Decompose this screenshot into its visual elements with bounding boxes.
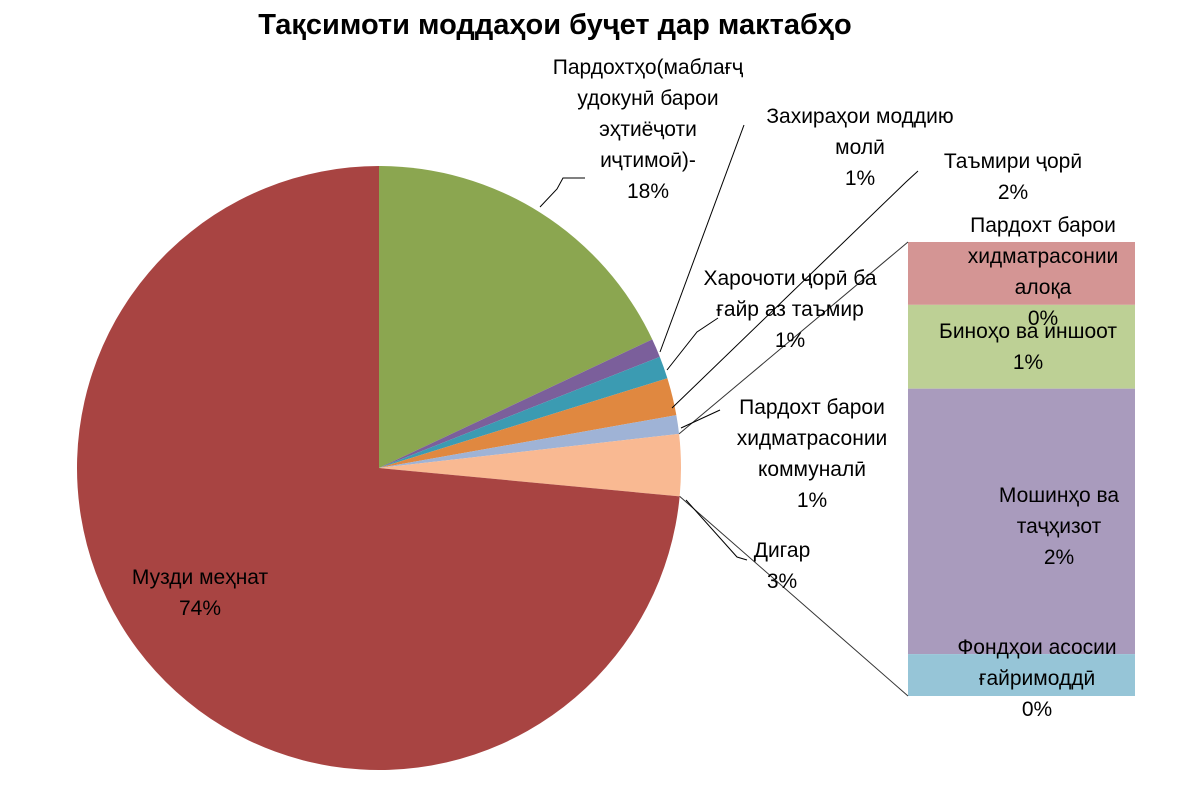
breakdown-bar: [908, 242, 1135, 696]
leader-lines: [539, 124, 919, 697]
slice-label-0: Пардохтҳо(маблағҷ удокунӣ барои эҳтиёҷоти и…: [553, 56, 744, 203]
pie-slice-2: [379, 356, 668, 468]
breakdown-segment-1: [908, 304, 1135, 389]
pie-slice-6: [77, 166, 680, 770]
pie-slice-0: [379, 166, 653, 468]
slice-label-2: Харочоти ҷорӣ ба ғайр аз таъмир 1%: [703, 267, 876, 352]
pie-slice-4: [379, 415, 680, 468]
breakdown-segment-0: [908, 242, 1135, 305]
slice-label-1: Захираҳои моддию молӣ 1%: [766, 105, 953, 190]
pie-slice-3: [379, 378, 677, 468]
leader-line-4: [680, 409, 721, 429]
breakdown-label-2: Мошинҳо ва таҷҳизот 2%: [999, 484, 1120, 569]
chart-title: Тақсимоти моддаҳои буҷет дар мактабҳо: [258, 9, 851, 41]
leader-line-1: [659, 124, 745, 353]
breakdown-label-3: Фондҳои асосии ғайримоддӣ 0%: [957, 636, 1116, 721]
slice-label-6: Музди меҳнат 74%: [132, 566, 269, 620]
pie-slice-5: [379, 433, 681, 497]
breakdown-label-0: Пардохт барои хидматрасонии алоқа 0%: [968, 214, 1119, 330]
pie-slices: [77, 166, 681, 770]
slice-labels: Пардохтҳо(маблағҷ удокунӣ барои эҳтиёҷоти и…: [132, 56, 1120, 721]
slice-label-5: Дигар 3%: [754, 539, 811, 593]
breakdown-connector-bottom: [679, 496, 909, 697]
breakdown-connector-top: [678, 241, 909, 435]
breakdown-segment-2: [908, 388, 1135, 655]
leader-line-2: [666, 317, 719, 371]
leader-line-3: [671, 170, 919, 409]
breakdown-segment-3: [908, 654, 1135, 696]
slice-label-4: Пардохт барои хидматрасонии коммуналӣ 1%: [737, 396, 888, 512]
leader-line-5: [685, 499, 748, 561]
breakdown-label-1: Биноҳо ва иншоот 1%: [939, 320, 1117, 374]
pie-slice-1: [379, 339, 660, 468]
slice-label-3: Таъмири ҷорӣ 2%: [944, 150, 1082, 204]
leader-line-0: [539, 177, 585, 208]
